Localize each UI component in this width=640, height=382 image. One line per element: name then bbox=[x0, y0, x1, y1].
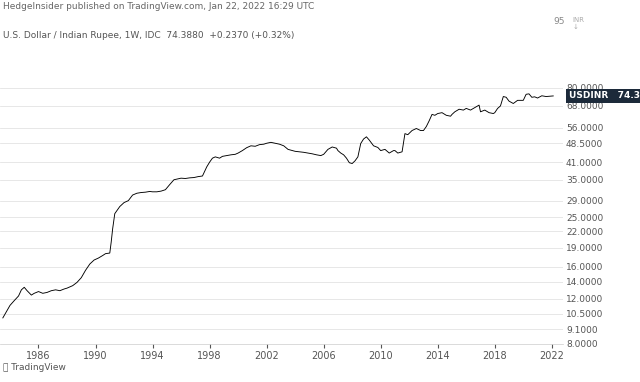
Text: U.S. Dollar / Indian Rupee, 1W, IDC  74.3880  +0.2370 (+0.32%): U.S. Dollar / Indian Rupee, 1W, IDC 74.3… bbox=[3, 31, 294, 40]
Text: USDINR   74.3880: USDINR 74.3880 bbox=[569, 91, 640, 100]
Text: 📺 TradingView: 📺 TradingView bbox=[3, 363, 66, 372]
Text: 95: 95 bbox=[554, 17, 565, 26]
Text: HedgeInsider published on TradingView.com, Jan 22, 2022 16:29 UTC: HedgeInsider published on TradingView.co… bbox=[3, 2, 314, 11]
Text: INR
↓: INR ↓ bbox=[573, 17, 585, 30]
